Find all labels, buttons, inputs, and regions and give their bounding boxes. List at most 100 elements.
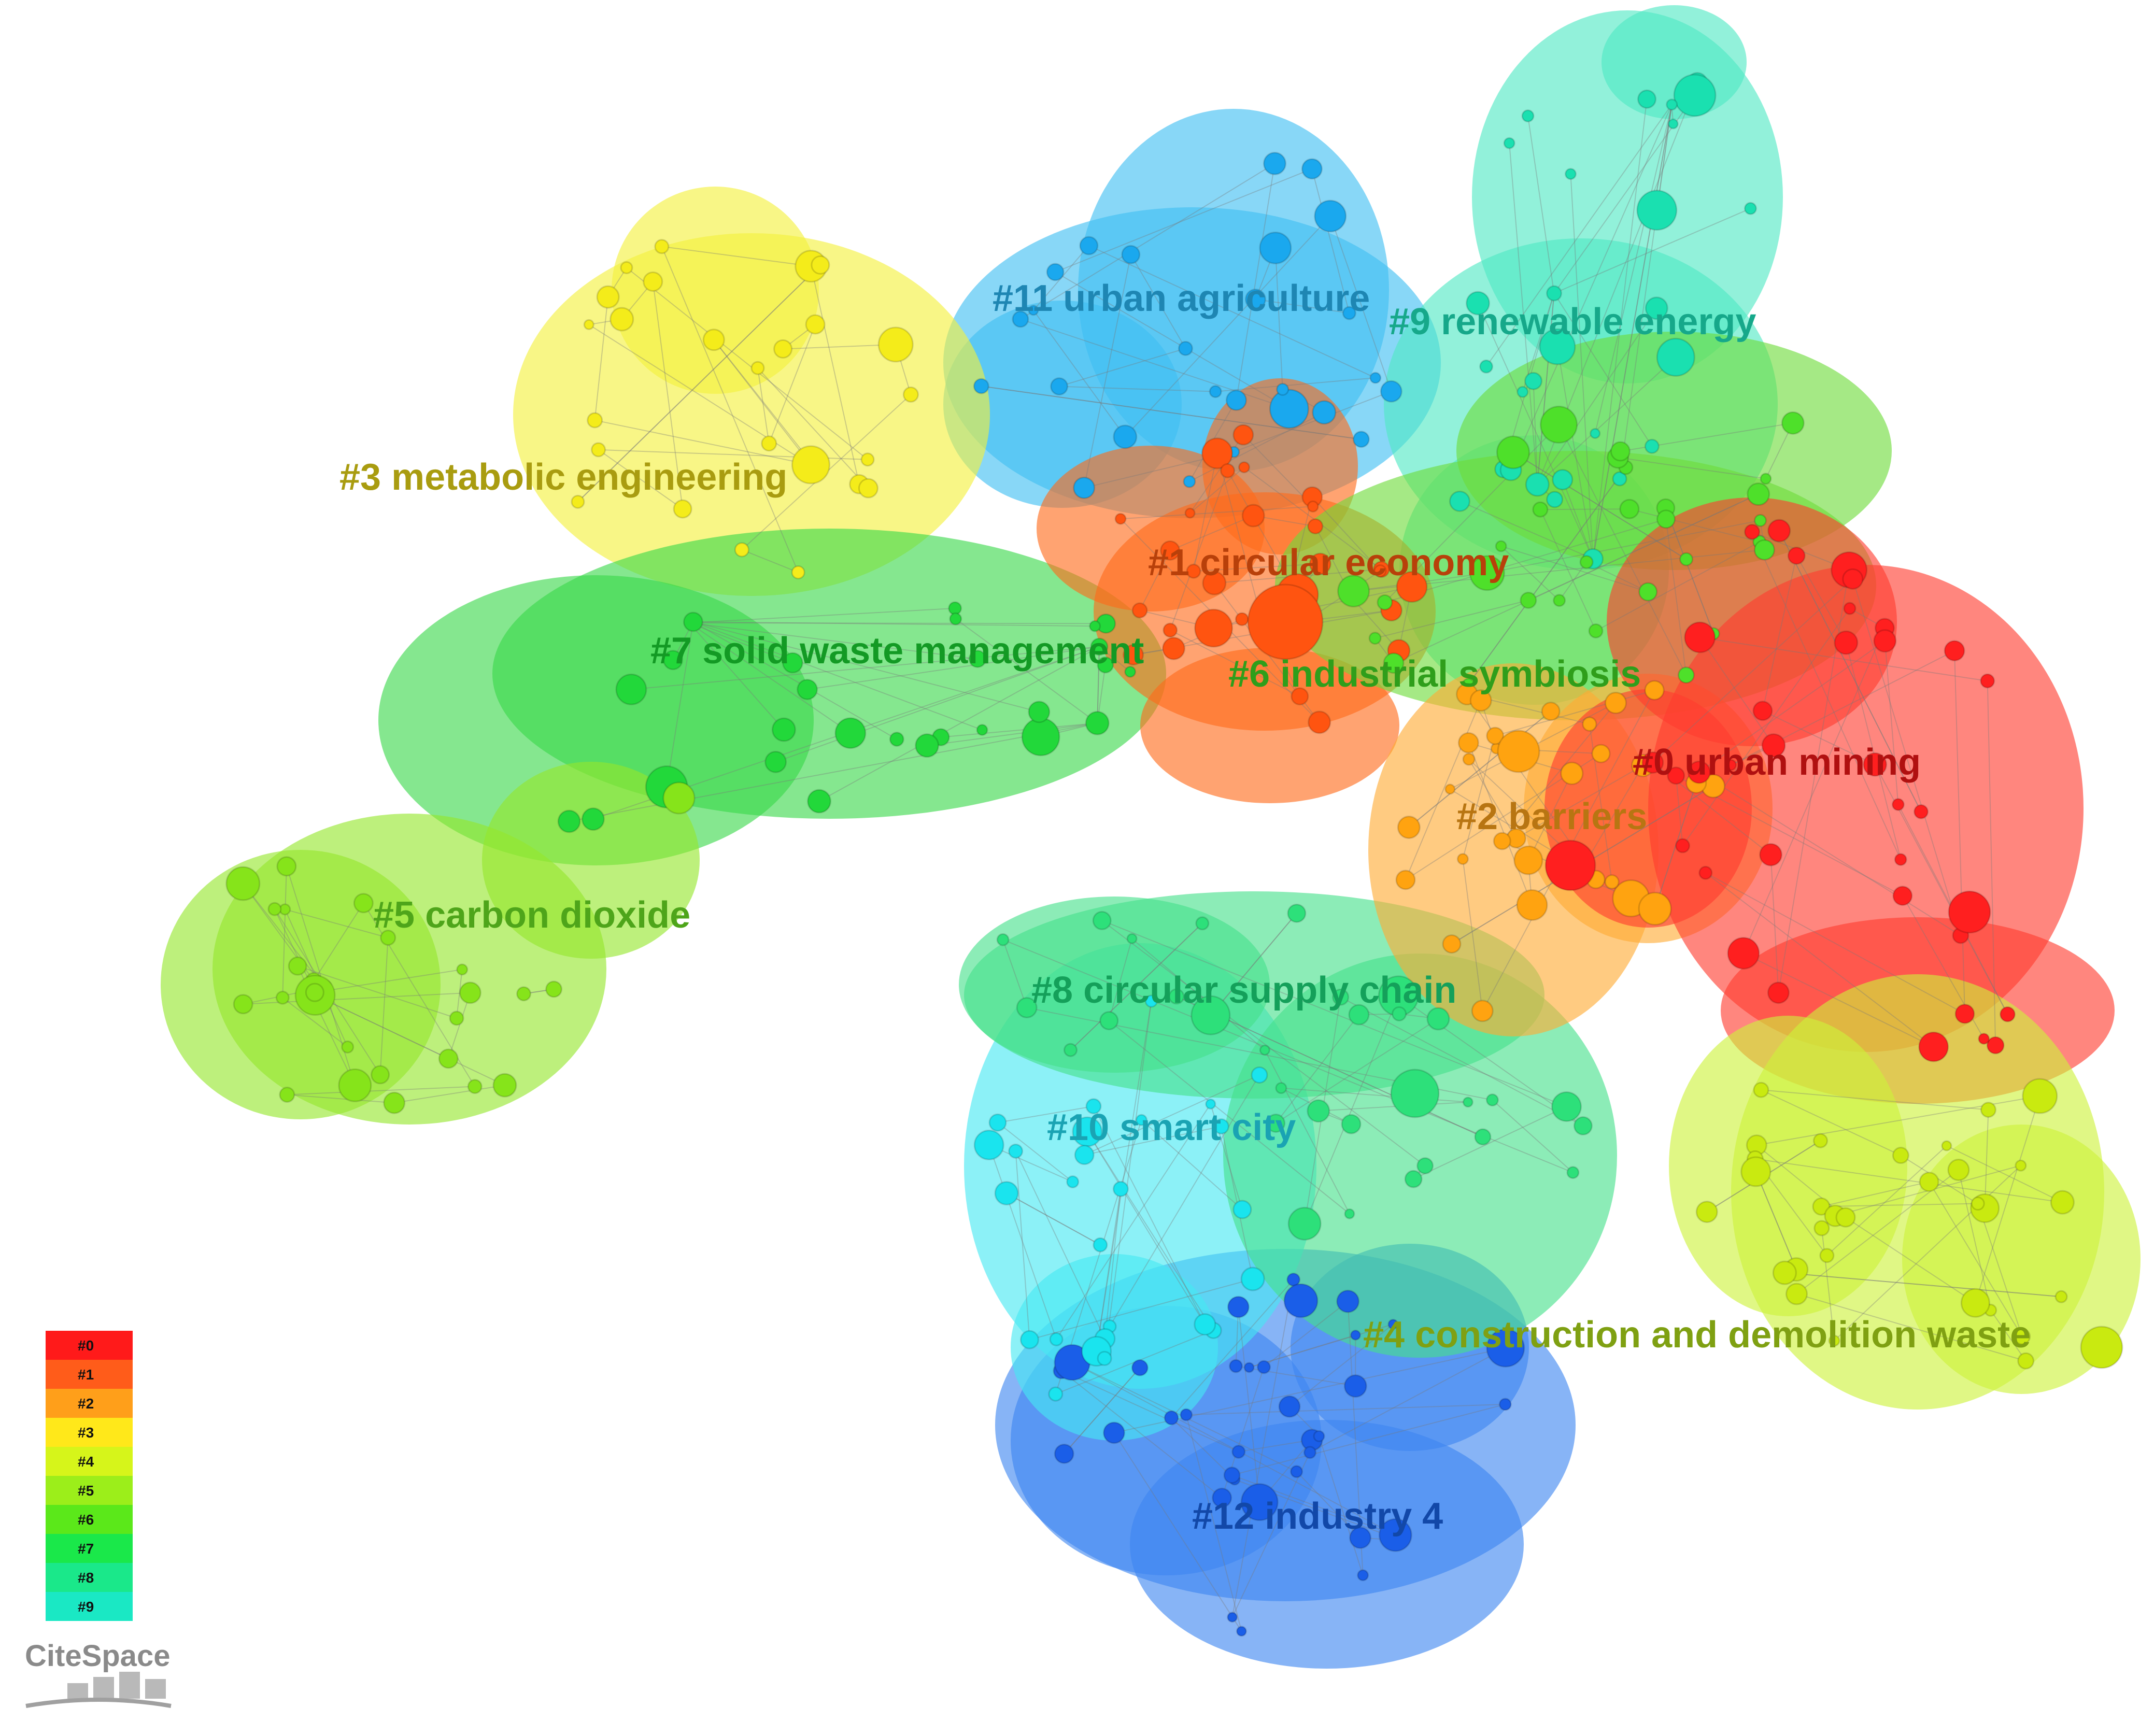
network-edge [1755,1158,2063,1203]
cluster-id: #11 [993,278,1053,319]
cluster-label-text: #10 smart city [1047,1107,1296,1148]
network-edge [1984,1109,1989,1208]
network-node [1812,1197,1831,1216]
network-node [1566,1166,1580,1179]
network-hub-node [1247,584,1324,660]
network-edge [282,997,348,1048]
network-edge [1109,1020,1350,1215]
legend-swatch [46,1476,133,1505]
cluster-region-shape [1607,497,1897,746]
network-node [1813,1220,1830,1236]
network-edge [1462,735,1496,859]
network-node [1225,389,1247,411]
network-edge [1562,479,1594,559]
network-node [1286,1272,1301,1287]
network-edge [1087,1131,1206,1325]
network-edge [783,344,896,350]
network-node [1099,1011,1119,1031]
citespace-brand-text: CiteSpace [25,1639,170,1673]
network-node [1090,637,1109,656]
network-edge [1084,1126,1222,1156]
network-node [279,1086,295,1103]
legend-swatch [46,1447,133,1476]
network-node [1240,1267,1265,1291]
legend-entry-7: #7 [46,1534,133,1563]
network-node [1263,152,1286,176]
network-edge [1665,507,1714,634]
network-node [1772,1260,1797,1285]
network-node [1426,1007,1450,1031]
network-node [2050,1190,2075,1215]
network-node [620,261,633,275]
network-node [1162,636,1186,660]
network-edge [1468,759,1517,839]
network-node [1229,1359,1243,1373]
network-node [1113,424,1138,449]
network-edge [1289,1324,1394,1407]
cluster-region-4 [1669,974,2141,1410]
cluster-name: barriers [1498,796,1647,837]
network-edge [1583,765,1643,867]
cluster-labels: #12 industry 4 #10 smart city #8 circular … [339,278,2031,1537]
logo-bar [119,1672,140,1699]
legend-label: #7 [78,1541,94,1557]
network-edge [1064,1367,1141,1455]
network-node [1516,889,1548,921]
network-node [1342,306,1356,320]
legend-swatch [46,1389,133,1418]
cluster-label-text: #2 barriers [1456,796,1647,837]
network-edge [689,622,793,663]
network-edge [1084,1074,1260,1156]
network-node [1240,1483,1279,1521]
network-node [1131,1359,1149,1376]
network-node [1785,1283,1808,1305]
network-node [581,807,605,831]
network-node [1243,1362,1255,1373]
network-node [1213,1118,1229,1135]
network-edge [1020,318,1289,409]
citespace-logo-bars [25,1672,172,1708]
network-edge [1170,515,1254,551]
network-node [1012,310,1029,328]
network-node [654,239,670,254]
network-edge [1698,640,1886,773]
network-node [557,809,581,833]
network-node [1124,665,1137,678]
network-node [1591,744,1611,763]
network-edge [1654,782,1697,909]
network-hub-node [1283,1283,1319,1318]
network-node [1291,687,1309,706]
network-node [1819,1248,1835,1263]
network-node [1666,98,1678,111]
network-node [1066,1175,1080,1189]
network-node [1496,435,1530,469]
network-edge [757,367,869,489]
network-edge [713,339,817,469]
network-node [1332,988,1350,1006]
network-edge [1755,1171,1797,1270]
network-edge [1595,541,1760,632]
network-edge [1264,1049,1350,1214]
network-node [1259,231,1292,264]
network-node [1395,870,1416,890]
legend-label: #4 [78,1454,94,1470]
network-edge [1231,1279,1294,1617]
network-edge [981,386,1362,440]
network-edge [1527,116,1555,294]
network-node [1287,903,1307,923]
network-node [1404,1170,1423,1188]
network-edge [997,1105,1094,1123]
network-node [1369,372,1382,384]
network-node [1378,1518,1412,1552]
network-node [1462,1097,1473,1108]
network-node [1656,509,1676,529]
network-edge [1170,630,1300,697]
cluster-region-7 [378,529,1166,865]
network-node [1131,602,1148,619]
cluster-name: urban mining [1674,742,1921,783]
network-edge [594,297,609,421]
network-edge [1459,501,1593,560]
network-node [1679,552,1694,566]
network-edge [652,281,684,509]
network-edge [1059,386,1216,392]
